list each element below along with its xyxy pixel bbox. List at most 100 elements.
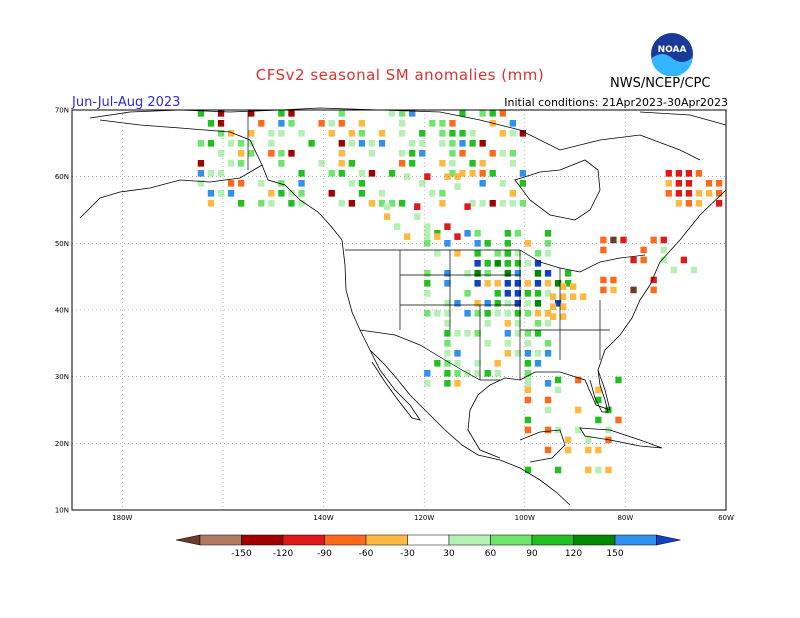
lon-tick-label: 120W <box>414 514 434 522</box>
anomaly-cell <box>388 200 396 207</box>
anomaly-cell <box>217 120 225 127</box>
anomaly-cell <box>509 190 516 197</box>
anomaly-cell <box>444 300 451 307</box>
anomaly-cell <box>383 213 391 220</box>
anomaly-cell <box>227 180 235 187</box>
anomaly-cell <box>544 280 552 287</box>
anomaly-cell <box>399 150 406 157</box>
legend-tick-label: -150 <box>231 549 252 559</box>
greenland-edge <box>639 111 727 126</box>
anomaly-cell <box>514 270 522 277</box>
anomaly-cell <box>469 140 476 147</box>
anomaly-cell <box>474 300 481 307</box>
anomaly-cell <box>484 240 491 247</box>
anomaly-cell <box>444 240 451 247</box>
anomaly-cell <box>449 120 456 127</box>
anomaly-cell <box>278 150 285 157</box>
anomaly-cell <box>685 180 693 187</box>
anomaly-cell <box>514 290 522 297</box>
alaska-peninsula <box>79 164 263 219</box>
anomaly-cell <box>429 120 436 127</box>
legend-tick-label: -60 <box>359 549 374 559</box>
anomaly-cell <box>459 170 466 177</box>
anomaly-cell <box>207 190 215 197</box>
anomaly-cell <box>479 180 486 187</box>
anomaly-cell <box>504 290 511 297</box>
anomaly-cell <box>449 130 456 137</box>
anomaly-cell <box>358 180 366 187</box>
anomaly-cell <box>524 330 532 337</box>
anomaly-cell <box>388 170 396 177</box>
anomaly-cell <box>524 380 532 387</box>
anomaly-cell <box>509 160 516 167</box>
anomaly-cell <box>695 200 703 207</box>
anomaly-cell <box>524 376 532 384</box>
anomaly-cell <box>484 310 491 317</box>
anomaly-cell <box>454 360 461 367</box>
anomaly-cell <box>549 313 557 320</box>
anomaly-cell <box>464 203 471 210</box>
anomaly-cell <box>348 160 355 167</box>
anomaly-cell <box>489 170 496 177</box>
anomaly-cell <box>479 160 486 167</box>
anomaly-cell <box>328 130 335 137</box>
anomaly-cell <box>238 160 245 167</box>
anomaly-cell <box>695 170 703 177</box>
anomaly-cell <box>524 280 532 287</box>
anomaly-cell <box>509 200 516 207</box>
anomaly-cell <box>197 140 205 147</box>
anomaly-cell <box>358 140 366 147</box>
lon-tick-label: 60W <box>718 514 734 522</box>
arctic-coast <box>89 107 701 161</box>
anomaly-cell <box>494 280 501 287</box>
anomaly-cell <box>570 293 577 300</box>
lat-tick-label: 50N <box>55 240 69 248</box>
anomaly-cell <box>474 370 481 377</box>
anomaly-cell <box>469 170 476 177</box>
anomaly-cell <box>474 230 481 237</box>
anomaly-cell <box>524 300 532 307</box>
anomaly-cell <box>575 376 582 384</box>
anomaly-cell <box>534 260 542 267</box>
anomaly-cell <box>207 140 215 147</box>
anomaly-cell <box>549 303 557 310</box>
anomaly-cell <box>464 330 471 337</box>
anomaly-cell <box>675 170 682 177</box>
anomaly-cell <box>217 170 225 177</box>
anomaly-cell <box>439 200 446 207</box>
anomaly-cell <box>399 130 406 137</box>
anomaly-cell <box>227 130 235 137</box>
anomaly-cell <box>685 170 693 177</box>
anomaly-cell <box>514 250 522 257</box>
anomaly-cell <box>640 256 647 264</box>
anomaly-cell <box>585 446 592 454</box>
anomaly-cell <box>484 280 491 287</box>
anomaly-cell <box>504 230 511 237</box>
anomaly-cell <box>383 203 391 210</box>
anomaly-cell <box>585 436 592 444</box>
anomaly-cell <box>524 310 532 317</box>
anomaly-cell <box>534 280 542 287</box>
anomaly-cell <box>238 180 245 187</box>
anomaly-cell <box>258 120 265 127</box>
anomaly-cell <box>489 150 496 157</box>
anomaly-cell <box>378 140 386 147</box>
anomaly-cell <box>565 270 572 277</box>
lat-tick-label: 30N <box>55 373 69 381</box>
anomaly-cell <box>675 200 682 207</box>
anomaly-cell <box>338 170 345 177</box>
chart-title: CFSv2 seasonal SM anomalies (mm) <box>255 66 545 84</box>
anomaly-cell <box>227 160 235 167</box>
anomaly-cell <box>444 370 451 377</box>
lon-tick-label: 140W <box>313 514 333 522</box>
legend-swatch <box>282 534 325 546</box>
anomaly-cell <box>227 190 235 197</box>
anomaly-cell <box>484 270 491 277</box>
anomaly-cell <box>338 160 345 167</box>
legend-swatch <box>531 534 574 546</box>
legend-tick-label: 60 <box>485 549 497 559</box>
anomaly-cell <box>248 130 255 137</box>
anomaly-cell <box>705 180 713 187</box>
anomaly-cell <box>348 180 355 187</box>
anomaly-cell <box>474 240 481 247</box>
